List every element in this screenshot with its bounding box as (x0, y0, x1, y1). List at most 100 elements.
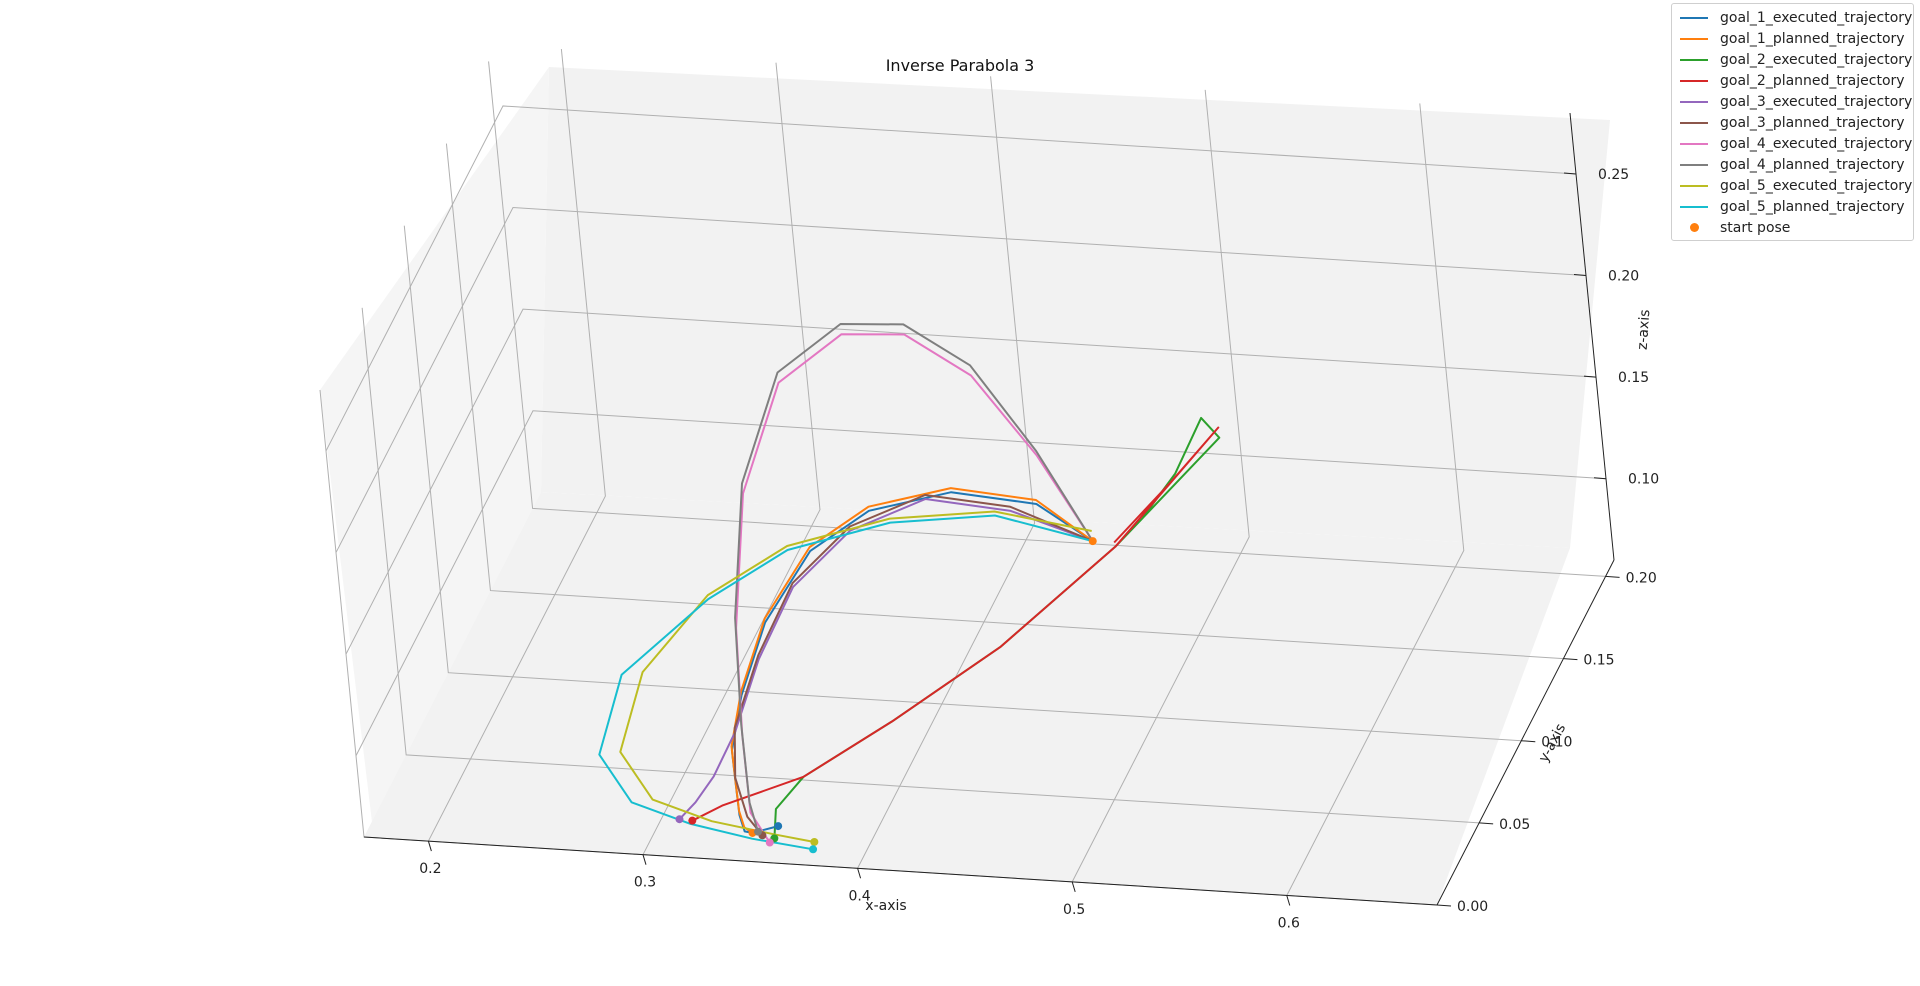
z-gridline (345, 308, 1597, 655)
legend-entry: goal_4_planned_trajectory (1676, 154, 1909, 175)
x-gridline (857, 76, 1036, 869)
x-tick-mark (1286, 895, 1291, 906)
x-gridline (1071, 89, 1250, 883)
legend-swatch (1680, 205, 1708, 208)
z-tick-label: 0.25 (1598, 167, 1629, 183)
y-gridline (361, 307, 1480, 824)
x-tick-mark (1071, 881, 1076, 893)
goal-point-goal-4-planned-trajectory (754, 827, 763, 836)
z-tick-mark (1583, 375, 1597, 378)
start-pose-point (1088, 537, 1097, 546)
y-tick-mark (1436, 904, 1452, 907)
axes: 0.2 0.3 0.4 0.5 0.6 0.00 0.05 0.10 0.15 0.20 0.10 0… (363, 112, 1659, 931)
x-tick-mark (857, 868, 862, 879)
legend-swatch (1680, 100, 1708, 103)
legend-label: goal_3_planned_trajectory (1720, 114, 1905, 131)
y-gridline (403, 225, 1522, 742)
y-tick-label: 0.10 (1541, 735, 1572, 751)
y-tick-mark (1479, 822, 1494, 825)
z-tick-mark (1573, 274, 1587, 277)
legend-entry: goal_3_planned_trajectory (1676, 112, 1909, 133)
legend-label: goal_2_planned_trajectory (1720, 72, 1905, 89)
legend-entry: goal_1_planned_trajectory (1676, 28, 1909, 49)
z-tick-label: 0.15 (1618, 370, 1649, 386)
x-tick-label: 0.5 (1063, 902, 1085, 918)
series-line-goal-5-planned-trajectory (598, 514, 1093, 851)
legend-swatch (1680, 16, 1708, 19)
legend-entry: goal_2_executed_trajectory (1676, 49, 1913, 70)
left-pane (320, 67, 549, 822)
x-axis-label: x-axis (865, 898, 906, 914)
goal-point-goal-3-executed-trajectory (675, 815, 684, 824)
x-gridline (642, 62, 821, 855)
z-tick-mark (1593, 477, 1607, 480)
legend-swatch (1680, 79, 1708, 82)
goal-point-goal-4-executed-trajectory (765, 838, 774, 847)
goal-markers (675, 537, 1097, 854)
z-axis-label: z-axis (1635, 309, 1654, 350)
legend-label: goal_4_planned_trajectory (1720, 156, 1905, 173)
goal-point-goal-5-planned-trajectory (809, 845, 818, 854)
y-tick-mark (1563, 658, 1578, 661)
chart-title: Inverse Parabola 3 (886, 56, 1035, 75)
goal-point-goal-2-planned-trajectory (688, 816, 697, 825)
z-tick-label: 0.20 (1608, 269, 1639, 285)
x-gridline (1286, 103, 1465, 896)
legend-swatch (1680, 184, 1708, 187)
z-tick-mark (1563, 172, 1577, 175)
y-tick-mark (1521, 740, 1536, 743)
goal-point-goal-1-executed-trajectory (774, 822, 783, 831)
series-line-goal-4-planned-trajectory (734, 323, 1094, 832)
x-tick-label: 0.2 (419, 861, 441, 877)
y-axis-line (1436, 559, 1615, 906)
back-pane (541, 67, 1610, 548)
legend-label: goal_4_executed_trajectory (1720, 135, 1913, 152)
legend-swatch (1680, 163, 1708, 166)
y-tick-mark (1605, 575, 1620, 578)
series-line-goal-3-planned-trajectory (733, 494, 1094, 836)
legend-swatch (1680, 37, 1708, 40)
x-axis-line (363, 836, 1438, 906)
goal-point-goal-5-executed-trajectory (810, 837, 819, 846)
y-gridline (488, 61, 1606, 577)
floor-pane (364, 492, 1570, 905)
z-gridline (335, 207, 1587, 553)
z-axis-line (1569, 112, 1615, 561)
series-line-goal-5-executed-trajectory (619, 510, 1092, 843)
legend-entry: goal_5_planned_trajectory (1676, 196, 1909, 217)
legend-label: goal_1_executed_trajectory (1720, 9, 1913, 26)
legend-entry: goal_4_executed_trajectory (1676, 133, 1913, 154)
z-gridline (355, 410, 1607, 756)
legend-entry: goal_5_executed_trajectory (1676, 175, 1913, 196)
legend-swatch (1680, 121, 1708, 124)
x-gridline (427, 49, 606, 842)
x-tick-label: 0.6 (1278, 915, 1300, 931)
grid-lines (319, 49, 1607, 906)
legend-label: goal_2_executed_trajectory (1720, 51, 1913, 68)
y-tick-label: 0.20 (1626, 570, 1657, 586)
legend-entry-start-pose: start pose (1676, 217, 1909, 238)
y-tick-label: 0.15 (1583, 653, 1614, 669)
legend-label: goal_1_planned_trajectory (1720, 30, 1905, 47)
x-tick-mark (642, 854, 647, 865)
x-tick-mark (427, 840, 432, 852)
x-tick-label: 0.4 (848, 888, 870, 904)
legend-swatch (1680, 142, 1708, 145)
y-gridline (445, 143, 1564, 660)
x-tick-label: 0.3 (634, 875, 656, 891)
legend-label: start pose (1720, 219, 1791, 236)
legend-label: goal_3_executed_trajectory (1720, 93, 1913, 110)
legend: goal_1_executed_trajectory goal_1_planned… (1671, 3, 1914, 241)
legend-dot (1690, 223, 1699, 232)
z-gridline (325, 105, 1577, 452)
legend-label: goal_5_planned_trajectory (1720, 198, 1905, 215)
series-line-goal-1-planned-trajectory (730, 487, 1094, 834)
y-tick-label: 0.00 (1457, 899, 1488, 915)
legend-entry: goal_2_planned_trajectory (1676, 70, 1909, 91)
legend-entry: goal_3_executed_trajectory (1676, 91, 1913, 112)
legend-entry: goal_1_executed_trajectory (1676, 7, 1913, 28)
z-tick-label: 0.10 (1628, 472, 1659, 488)
series-line-goal-3-executed-trajectory (678, 498, 1094, 820)
legend-label: goal_5_executed_trajectory (1720, 177, 1913, 194)
